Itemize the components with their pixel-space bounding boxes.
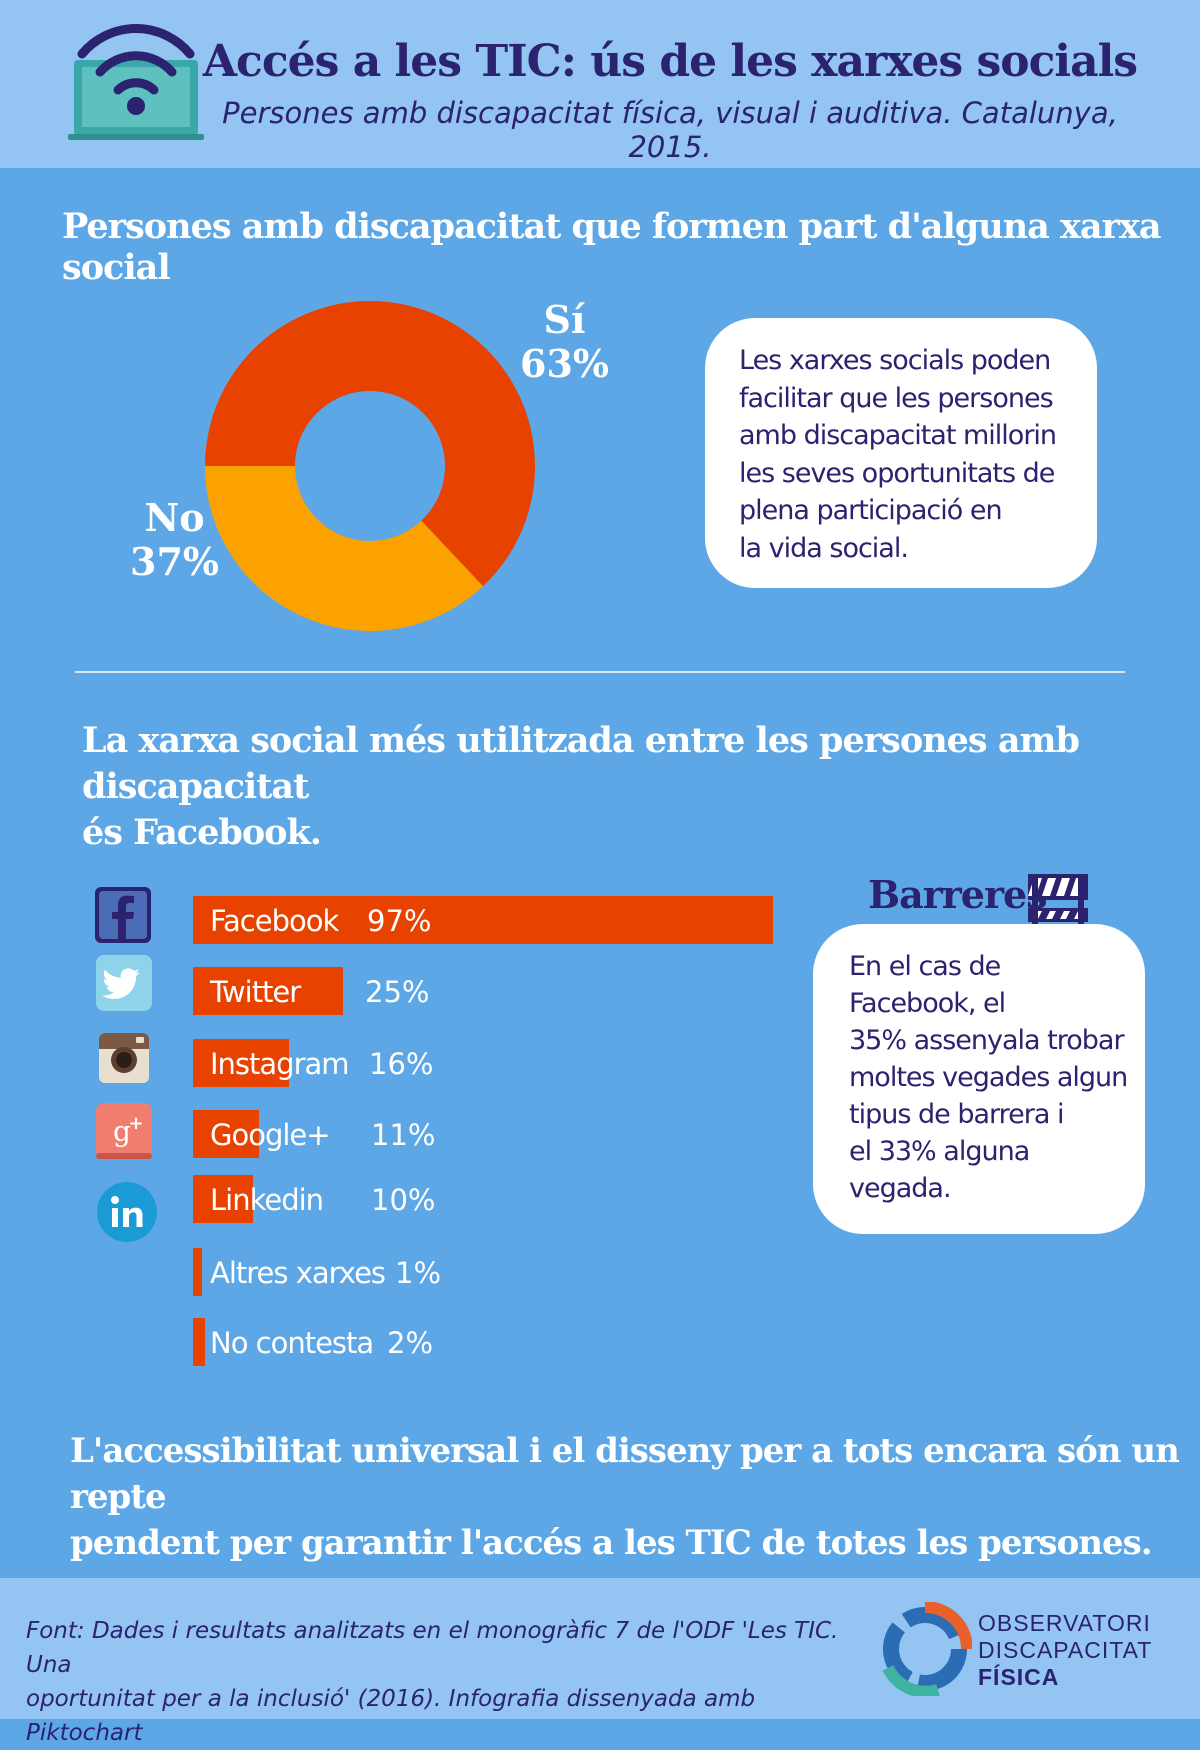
header-band <box>0 0 1200 168</box>
info-line: amb discapacitat millorin <box>739 420 1057 451</box>
odf-logo-icon <box>882 1602 972 1696</box>
odf-logo-text: OBSERVATORI DISCAPACITAT FÍSICA <box>978 1610 1152 1691</box>
section2-title-line: és Facebook. <box>82 812 322 853</box>
linkedin-icon <box>97 1182 157 1242</box>
barreres-line: 35% assenyala trobar <box>849 1025 1125 1056</box>
section-divider <box>75 671 1125 673</box>
bar-value-instagram: 16% <box>369 1047 434 1081</box>
bar-label-facebook: Facebook <box>210 904 339 938</box>
info-line: la vida social. <box>739 532 909 564</box>
bar-google-plus <box>193 1110 259 1158</box>
bar-instagram <box>193 1039 289 1087</box>
footer-band <box>0 1578 1200 1719</box>
svg-text:g: g <box>113 1115 131 1148</box>
instagram-icon <box>99 1033 149 1083</box>
bar-label-instagram: Instagram <box>210 1047 350 1081</box>
bar-label-altres-xarxes: Altres xarxes <box>210 1256 386 1290</box>
bar-value-google-plus: 11% <box>371 1118 436 1152</box>
wifi-laptop-icon <box>68 24 204 140</box>
donut-chart <box>205 301 535 631</box>
section2-title: La xarxa social més utilitzada entre les… <box>82 718 1200 856</box>
section1-title: Persones amb discapacitat que formen par… <box>62 206 1162 288</box>
info-line: plena participació en <box>739 495 1003 526</box>
bar-value-linkedin: 10% <box>371 1183 436 1217</box>
google-plus-icon: g + <box>96 1103 152 1159</box>
donut-category-no: No <box>144 495 205 540</box>
bar-twitter <box>193 967 343 1015</box>
info-line: les seves oportunitats de <box>739 457 1055 489</box>
bar-no-contesta <box>193 1318 205 1366</box>
bar-value-facebook: 97% <box>367 904 432 938</box>
info-line: facilitar que les persones <box>739 382 1054 414</box>
source-note: Font: Dades i resultats analitzats en el… <box>26 1614 846 1750</box>
odf-line: OBSERVATORI <box>978 1610 1151 1636</box>
page-subtitle: Persones amb discapacitat física, visual… <box>222 96 1118 164</box>
bar-label-google-plus: Google+ <box>210 1118 331 1152</box>
source-line: Font: Dades i resultats analitzats en el… <box>26 1618 839 1678</box>
twitter-icon <box>96 955 152 1011</box>
bar-value-twitter: 25% <box>365 975 430 1009</box>
source-line: oportunitat per a la inclusió' (2016). I… <box>26 1686 756 1746</box>
barreres-bubble: En el cas de Facebook, el 35% assenyala … <box>813 924 1145 1234</box>
page-title: Accés a les TIC: ús de les xarxes social… <box>202 36 1138 87</box>
section2-title-line: La xarxa social més utilitzada entre les… <box>82 720 1080 807</box>
donut-slice-si <box>205 301 535 587</box>
barrier-icon <box>1028 874 1088 948</box>
bar-label-no-contesta: No contesta <box>210 1326 374 1360</box>
conclusion-text: L'accessibilitat universal i el disseny … <box>70 1428 1200 1566</box>
conclusion-line: pendent per garantir l'accés a les TIC d… <box>70 1523 1153 1563</box>
donut-label-si: Sí 63% <box>520 298 609 386</box>
barreres-line: tipus de barrera i <box>849 1099 1064 1130</box>
barreres-title: Barreres <box>868 872 1048 917</box>
barreres-line: Facebook, el <box>849 988 1006 1019</box>
bar-value-no-contesta: 2% <box>387 1326 434 1360</box>
facebook-icon <box>95 887 151 943</box>
barreres-line: el 33% alguna <box>849 1136 1030 1167</box>
donut-value-si: 63% <box>520 341 609 386</box>
bar-altres-xarxes <box>193 1248 202 1296</box>
barreres-line: En el cas de <box>849 951 1001 982</box>
barreres-line: vegada. <box>849 1173 952 1204</box>
svg-text:+: + <box>128 1113 143 1134</box>
conclusion-line: L'accessibilitat universal i el disseny … <box>70 1431 1180 1517</box>
info-bubble: Les xarxes socials poden facilitar que l… <box>705 318 1097 588</box>
bar-label-linkedin: Linkedin <box>210 1183 324 1217</box>
donut-category-si: Sí <box>543 297 586 342</box>
donut-label-no: No 37% <box>130 496 219 584</box>
info-line: Les xarxes socials poden <box>739 345 1051 376</box>
odf-line: FÍSICA <box>978 1664 1060 1690</box>
barreres-line: moltes vegades algun <box>849 1062 1128 1093</box>
odf-line: DISCAPACITAT <box>978 1637 1153 1663</box>
bar-label-twitter: Twitter <box>210 975 301 1009</box>
bar-value-altres-xarxes: 1% <box>395 1256 442 1290</box>
donut-value-no: 37% <box>130 539 219 584</box>
bar-facebook <box>193 896 774 944</box>
bar-linkedin <box>193 1175 253 1223</box>
donut-slice-no <box>205 466 483 631</box>
